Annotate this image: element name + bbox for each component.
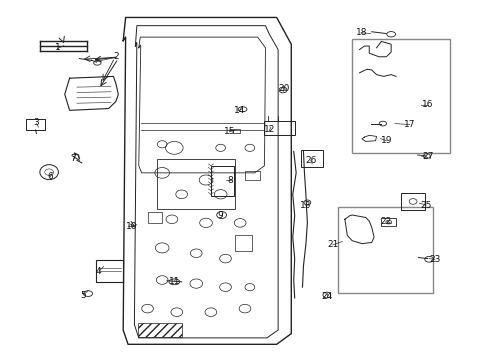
Bar: [211, 166, 234, 196]
Text: 18: 18: [356, 28, 368, 37]
Bar: [235, 235, 252, 251]
Bar: [245, 171, 260, 180]
Text: 22: 22: [381, 217, 392, 226]
Bar: [338, 207, 433, 293]
Bar: [26, 119, 45, 130]
Text: 21: 21: [327, 240, 339, 249]
Text: 20: 20: [278, 84, 290, 93]
Text: 25: 25: [420, 201, 432, 210]
Bar: [381, 217, 396, 226]
Text: 24: 24: [321, 292, 333, 301]
Bar: [233, 129, 240, 133]
Bar: [352, 39, 450, 153]
Text: 26: 26: [305, 156, 317, 165]
Text: 12: 12: [264, 126, 275, 135]
Bar: [401, 193, 425, 210]
Text: 5: 5: [80, 291, 86, 300]
Text: 7: 7: [71, 154, 76, 163]
Text: 11: 11: [169, 277, 180, 286]
Bar: [97, 260, 123, 282]
Text: 2: 2: [113, 52, 119, 61]
Bar: [147, 212, 162, 223]
Text: 6: 6: [47, 172, 53, 181]
Text: 14: 14: [233, 106, 245, 115]
Text: 19: 19: [381, 136, 392, 145]
Text: 8: 8: [227, 176, 233, 185]
Text: 3: 3: [34, 118, 39, 127]
Text: 27: 27: [422, 152, 433, 161]
Text: 1: 1: [54, 43, 60, 52]
Text: 4: 4: [96, 267, 101, 276]
Text: 23: 23: [429, 255, 441, 264]
Text: 16: 16: [422, 100, 434, 109]
Text: 17: 17: [404, 120, 416, 129]
Bar: [301, 150, 323, 167]
Text: 10: 10: [126, 222, 138, 231]
Bar: [264, 121, 295, 135]
Text: 13: 13: [300, 201, 312, 210]
Text: 9: 9: [218, 211, 223, 220]
Ellipse shape: [94, 60, 101, 65]
Text: 15: 15: [223, 127, 235, 136]
